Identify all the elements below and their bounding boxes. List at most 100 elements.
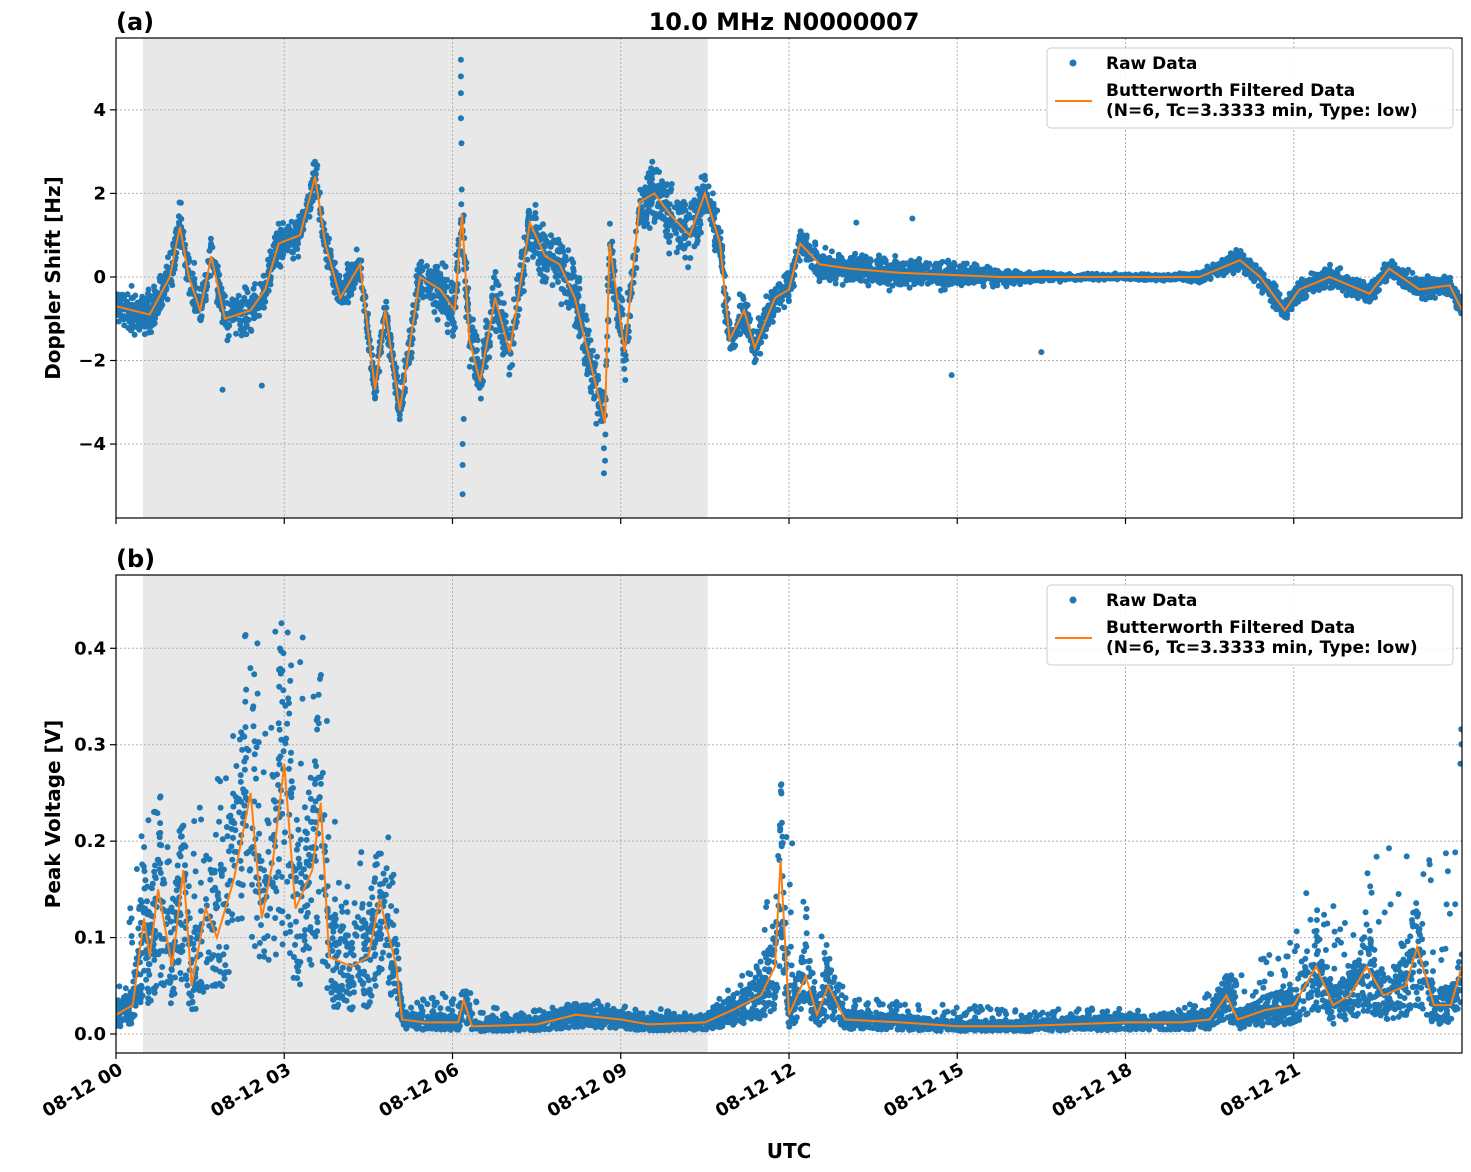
raw-data-point: [648, 173, 655, 179]
raw-data-point: [449, 315, 456, 322]
raw-data-point: [1267, 297, 1274, 304]
raw-data-point: [277, 226, 284, 233]
raw-data-point: [151, 283, 157, 290]
raw-data-point: [218, 285, 225, 292]
raw-data-point: [1311, 271, 1318, 278]
raw-data-point: [502, 319, 509, 326]
raw-data-point: [845, 268, 852, 275]
raw-data-point: [1057, 271, 1063, 278]
raw-data-point: [816, 278, 823, 285]
raw-data-point: [536, 258, 543, 265]
raw-data-point: [781, 273, 788, 280]
raw-data-point: [884, 280, 891, 287]
raw-data-point: [945, 265, 952, 272]
raw-data-point: [576, 275, 583, 282]
raw-data-point: [530, 253, 536, 260]
raw-data-point: [682, 254, 689, 261]
raw-data-point: [687, 255, 694, 261]
raw-data-point: [709, 190, 716, 197]
raw-data-point: [1242, 269, 1249, 275]
raw-data-point: [928, 278, 935, 285]
raw-data-point: [288, 218, 295, 225]
raw-data-point: [427, 286, 434, 293]
raw-data-point: [661, 187, 667, 194]
raw-data-point: [770, 312, 777, 319]
raw-data-point: [436, 274, 443, 281]
raw-data-point: [125, 324, 132, 331]
raw-data-point: [506, 371, 513, 378]
raw-data-point: [1036, 277, 1043, 284]
raw-data-point: [235, 292, 242, 299]
raw-data-point: [548, 232, 554, 239]
raw-data-point: [785, 298, 792, 305]
raw-data-point: [1255, 282, 1262, 289]
raw-data-point: [441, 304, 448, 310]
raw-data-point: [859, 252, 866, 259]
raw-data-point: [401, 357, 408, 364]
raw-data-point: [128, 282, 135, 289]
raw-data-point: [912, 263, 919, 270]
raw-data-point: [135, 316, 142, 322]
raw-data-point: [429, 294, 436, 301]
raw-data-point: [558, 285, 565, 292]
raw-data-point: [581, 360, 588, 367]
raw-data-point: [139, 305, 146, 312]
raw-data-point: [232, 299, 239, 306]
raw-data-point: [677, 238, 684, 245]
raw-data-point: [757, 350, 764, 357]
raw-data-point: [1454, 288, 1461, 295]
raw-data-point: [311, 169, 318, 176]
raw-data-point: [252, 313, 259, 320]
raw-data-point: [550, 237, 557, 244]
raw-data-point: [1334, 266, 1341, 273]
raw-data-point: [450, 332, 456, 339]
raw-data-point: [1236, 253, 1243, 260]
raw-data-point: [765, 302, 772, 309]
raw-data-point: [773, 306, 780, 313]
raw-data-point: [1367, 294, 1373, 301]
raw-data-point: [870, 272, 877, 279]
raw-data-point: [1408, 276, 1415, 283]
raw-data-point: [944, 259, 951, 266]
raw-data-point: [489, 285, 496, 291]
raw-data-point: [667, 221, 673, 228]
raw-data-point: [458, 186, 465, 193]
raw-data-point: [154, 290, 161, 296]
raw-data-point: [1413, 275, 1419, 282]
raw-data-point: [501, 350, 508, 357]
raw-data-point: [466, 363, 473, 370]
raw-data-point: [609, 288, 616, 295]
raw-data-point: [892, 276, 899, 283]
raw-data-point: [951, 259, 957, 266]
raw-data-point: [1036, 270, 1043, 277]
raw-data-point: [1295, 280, 1302, 287]
raw-data-point: [667, 188, 674, 195]
raw-data-point: [783, 283, 789, 290]
raw-data-point: [280, 251, 287, 258]
raw-data-point: [649, 158, 656, 165]
raw-data-point: [438, 296, 445, 303]
raw-data-point: [939, 258, 946, 265]
raw-data-point: [353, 246, 360, 253]
raw-data-point: [682, 207, 689, 214]
raw-data-point: [242, 315, 249, 322]
raw-data-point: [489, 292, 496, 299]
raw-data-point: [691, 231, 698, 237]
raw-data-point: [822, 244, 829, 251]
raw-data-point: [1281, 314, 1288, 320]
raw-data-point: [973, 262, 980, 269]
raw-data-point: [236, 317, 243, 324]
raw-data-point: [589, 347, 596, 354]
raw-data-point: [839, 257, 846, 264]
raw-data-point: [309, 197, 316, 204]
raw-data-point: [396, 411, 403, 418]
raw-data-point: [191, 259, 198, 266]
raw-data-point: [1443, 291, 1450, 298]
raw-data-point: [530, 247, 537, 254]
raw-data-point: [126, 303, 133, 310]
raw-data-point: [224, 337, 231, 344]
raw-data-point: [299, 208, 306, 215]
raw-data-point: [539, 278, 546, 285]
raw-data-point: [238, 332, 245, 339]
